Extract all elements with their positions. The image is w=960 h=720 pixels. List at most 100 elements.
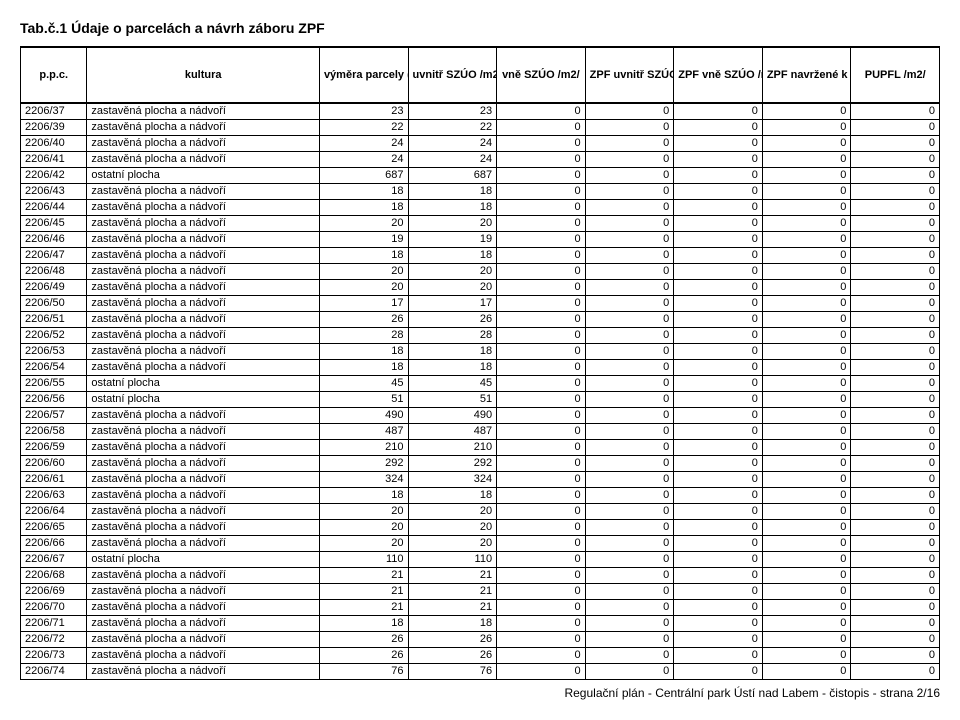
- table-cell: 0: [497, 472, 586, 488]
- table-cell: 2206/41: [21, 152, 87, 168]
- table-cell: zastavěná plocha a nádvoří: [87, 152, 320, 168]
- table-cell: 18: [319, 616, 408, 632]
- table-cell: 110: [408, 552, 497, 568]
- table-cell: 0: [851, 200, 940, 216]
- table-cell: 0: [674, 296, 763, 312]
- table-cell: 2206/48: [21, 264, 87, 280]
- table-cell: 0: [762, 120, 851, 136]
- table-cell: 18: [319, 344, 408, 360]
- table-cell: zastavěná plocha a nádvoří: [87, 664, 320, 680]
- table-cell: 0: [585, 200, 674, 216]
- table-cell: 2206/66: [21, 536, 87, 552]
- table-cell: 0: [674, 312, 763, 328]
- table-cell: 2206/37: [21, 103, 87, 120]
- table-cell: 18: [408, 488, 497, 504]
- table-cell: 0: [585, 664, 674, 680]
- table-row: 2206/60zastavěná plocha a nádvoří2922920…: [21, 456, 940, 472]
- table-cell: 0: [497, 152, 586, 168]
- table-cell: 22: [319, 120, 408, 136]
- table-cell: 0: [585, 103, 674, 120]
- table-row: 2206/51zastavěná plocha a nádvoří2626000…: [21, 312, 940, 328]
- table-cell: 24: [408, 152, 497, 168]
- table-cell: zastavěná plocha a nádvoří: [87, 504, 320, 520]
- table-cell: 24: [319, 136, 408, 152]
- table-cell: 0: [762, 152, 851, 168]
- table-cell: 23: [408, 103, 497, 120]
- table-cell: 2206/51: [21, 312, 87, 328]
- table-cell: 0: [585, 632, 674, 648]
- table-cell: 0: [585, 168, 674, 184]
- table-cell: 18: [319, 184, 408, 200]
- table-cell: zastavěná plocha a nádvoří: [87, 600, 320, 616]
- table-cell: 0: [585, 184, 674, 200]
- table-cell: 2206/50: [21, 296, 87, 312]
- table-cell: 19: [319, 232, 408, 248]
- table-cell: 20: [319, 520, 408, 536]
- table-cell: 487: [319, 424, 408, 440]
- table-cell: 0: [674, 424, 763, 440]
- table-cell: 2206/57: [21, 408, 87, 424]
- table-cell: zastavěná plocha a nádvoří: [87, 248, 320, 264]
- table-cell: zastavěná plocha a nádvoří: [87, 232, 320, 248]
- table-cell: 0: [851, 456, 940, 472]
- table-row: 2206/68zastavěná plocha a nádvoří2121000…: [21, 568, 940, 584]
- table-cell: 0: [762, 376, 851, 392]
- table-cell: 0: [851, 360, 940, 376]
- table-cell: 0: [585, 600, 674, 616]
- table-cell: 21: [319, 584, 408, 600]
- table-cell: 210: [408, 440, 497, 456]
- table-cell: 2206/72: [21, 632, 87, 648]
- table-row: 2206/59zastavěná plocha a nádvoří2102100…: [21, 440, 940, 456]
- table-cell: zastavěná plocha a nádvoří: [87, 103, 320, 120]
- table-cell: 0: [762, 103, 851, 120]
- table-cell: 0: [497, 264, 586, 280]
- table-cell: 2206/47: [21, 248, 87, 264]
- table-cell: 0: [674, 632, 763, 648]
- table-cell: 0: [762, 552, 851, 568]
- table-cell: 0: [762, 344, 851, 360]
- table-cell: 0: [851, 103, 940, 120]
- table-cell: 0: [497, 312, 586, 328]
- table-cell: 2206/59: [21, 440, 87, 456]
- table-cell: 0: [497, 184, 586, 200]
- table-cell: 0: [674, 216, 763, 232]
- table-cell: zastavěná plocha a nádvoří: [87, 584, 320, 600]
- table-cell: 0: [674, 536, 763, 552]
- table-cell: 0: [674, 488, 763, 504]
- table-cell: 0: [674, 360, 763, 376]
- table-cell: 0: [585, 504, 674, 520]
- table-cell: 0: [585, 440, 674, 456]
- table-cell: 0: [762, 504, 851, 520]
- table-cell: 17: [408, 296, 497, 312]
- table-cell: 0: [762, 440, 851, 456]
- table-cell: 2206/53: [21, 344, 87, 360]
- table-cell: 0: [851, 520, 940, 536]
- table-cell: 2206/54: [21, 360, 87, 376]
- table-row: 2206/61zastavěná plocha a nádvoří3243240…: [21, 472, 940, 488]
- table-row: 2206/41zastavěná plocha a nádvoří2424000…: [21, 152, 940, 168]
- page-footer: Regulační plán - Centrální park Ústí nad…: [20, 686, 940, 700]
- table-row: 2206/37zastavěná plocha a nádvoří2323000…: [21, 103, 940, 120]
- table-cell: 20: [408, 536, 497, 552]
- table-cell: 0: [851, 536, 940, 552]
- table-cell: 0: [585, 472, 674, 488]
- table-cell: 0: [585, 344, 674, 360]
- table-cell: 0: [497, 120, 586, 136]
- table-cell: 18: [319, 200, 408, 216]
- table-cell: 0: [497, 424, 586, 440]
- table-cell: 0: [497, 488, 586, 504]
- table-cell: 0: [762, 200, 851, 216]
- table-cell: 0: [497, 328, 586, 344]
- table-cell: 0: [585, 312, 674, 328]
- table-cell: zastavěná plocha a nádvoří: [87, 520, 320, 536]
- table-row: 2206/49zastavěná plocha a nádvoří2020000…: [21, 280, 940, 296]
- table-cell: ostatní plocha: [87, 376, 320, 392]
- table-cell: 0: [851, 472, 940, 488]
- table-cell: 0: [585, 552, 674, 568]
- table-cell: 21: [408, 584, 497, 600]
- table-cell: 26: [319, 312, 408, 328]
- table-cell: 0: [497, 440, 586, 456]
- table-cell: 0: [762, 536, 851, 552]
- table-cell: 2206/74: [21, 664, 87, 680]
- table-cell: zastavěná plocha a nádvoří: [87, 344, 320, 360]
